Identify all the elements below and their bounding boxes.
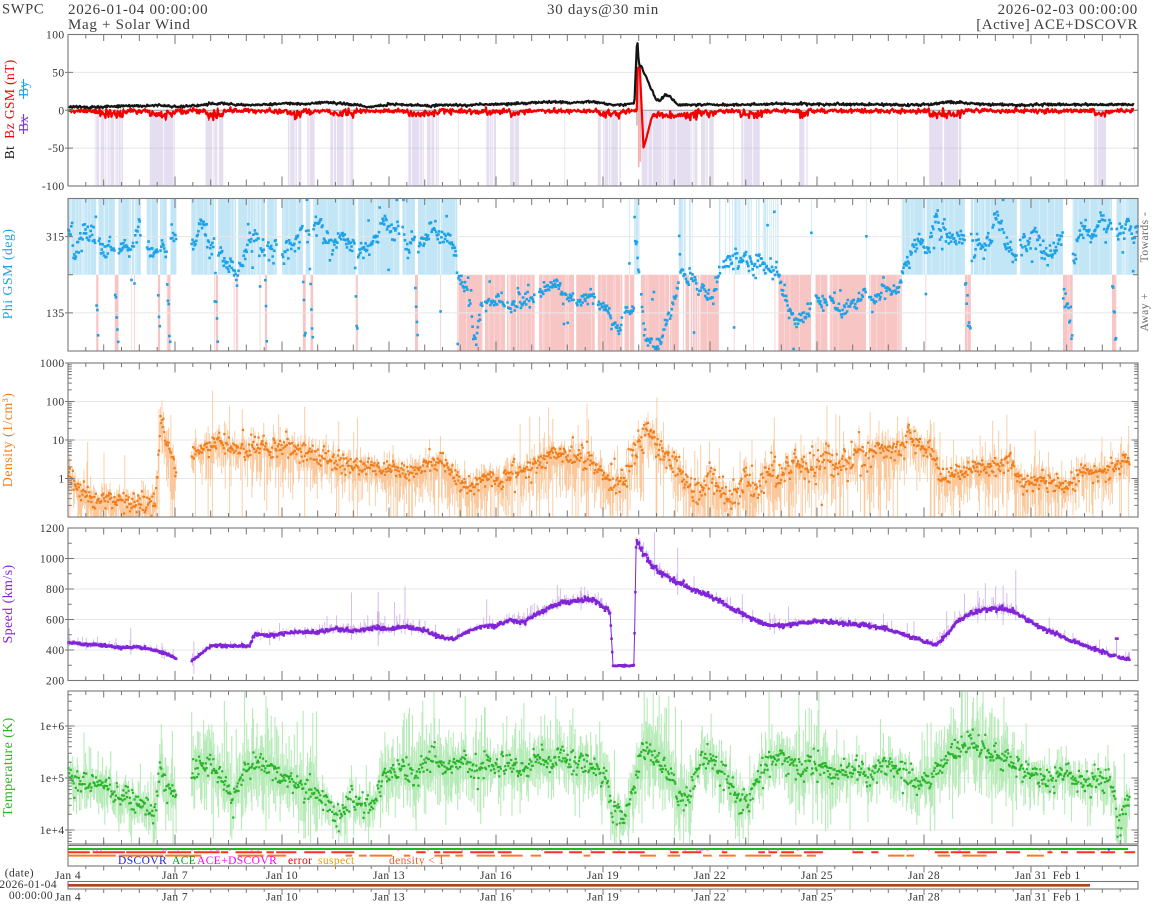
svg-text:density < 1: density < 1 (389, 855, 445, 867)
svg-text:error: error (288, 855, 312, 867)
svg-text:Jan 25: Jan 25 (801, 870, 833, 882)
svg-text:1200: 1200 (40, 523, 65, 535)
svg-text:Bt: Bt (2, 146, 17, 160)
svg-text:Jan 4: Jan 4 (55, 892, 81, 904)
svg-text:Jan 19: Jan 19 (587, 892, 619, 904)
svg-text:Feb 1: Feb 1 (1053, 870, 1081, 882)
svg-text:Jan 16: Jan 16 (480, 870, 512, 882)
svg-text:1e+5: 1e+5 (40, 773, 65, 785)
svg-text:ACE: ACE (172, 855, 196, 867)
svg-text:Jan 10: Jan 10 (266, 870, 298, 882)
svg-text:1000: 1000 (40, 358, 65, 370)
svg-text:1000: 1000 (40, 554, 65, 566)
svg-text:SWPC: SWPC (2, 2, 44, 18)
svg-text:Jan 25: Jan 25 (801, 892, 833, 904)
svg-text:315: 315 (46, 232, 64, 244)
svg-text:Jan 13: Jan 13 (373, 870, 405, 882)
svg-text:Mag + Solar Wind: Mag + Solar Wind (68, 17, 191, 33)
svg-text:200: 200 (46, 676, 64, 688)
svg-text:00:00:00: 00:00:00 (9, 890, 53, 902)
svg-text:600: 600 (46, 615, 64, 627)
svg-text:30 days@30 min: 30 days@30 min (547, 2, 659, 18)
svg-text:1e+6: 1e+6 (40, 721, 65, 733)
svg-text:10: 10 (52, 435, 64, 447)
svg-text:Jan 4: Jan 4 (55, 870, 81, 882)
svg-text:Jan 31: Jan 31 (1015, 892, 1047, 904)
svg-text:ACE+DSCOVR: ACE+DSCOVR (197, 855, 277, 867)
svg-text:Jan 22: Jan 22 (694, 870, 726, 882)
svg-text:0: 0 (58, 105, 64, 117)
svg-text:Towards -: Towards - (1139, 212, 1151, 263)
svg-text:2026-01-04: 2026-01-04 (0, 879, 57, 891)
svg-text:Phi GSM (deg): Phi GSM (deg) (1, 229, 16, 320)
svg-text:suspect: suspect (318, 855, 355, 867)
svg-text:[Active] ACE+DSCOVR: [Active] ACE+DSCOVR (976, 17, 1138, 33)
svg-text:DSCOVR: DSCOVR (118, 855, 167, 867)
svg-text:Jan 22: Jan 22 (694, 892, 726, 904)
svg-text:2026-01-04 00:00:00: 2026-01-04 00:00:00 (68, 2, 208, 18)
svg-text:100: 100 (46, 397, 64, 409)
svg-text:Temperature (K): Temperature (K) (1, 717, 16, 816)
svg-text:Jan 7: Jan 7 (162, 892, 188, 904)
svg-text:Jan 7: Jan 7 (162, 870, 188, 882)
svg-text:Speed (km/s): Speed (km/s) (1, 564, 16, 643)
svg-text:-100: -100 (42, 181, 65, 193)
svg-text:Jan 10: Jan 10 (266, 892, 298, 904)
svg-text:Jan 28: Jan 28 (908, 870, 940, 882)
svg-text:50: 50 (52, 67, 64, 79)
svg-text:(date): (date) (5, 868, 34, 880)
svg-text:-50: -50 (48, 143, 65, 155)
svg-text:1: 1 (58, 474, 64, 486)
svg-text:Feb 1: Feb 1 (1053, 892, 1081, 904)
svg-text:Jan 19: Jan 19 (587, 870, 619, 882)
svg-text:400: 400 (46, 645, 64, 657)
svg-text:800: 800 (46, 584, 64, 596)
svg-text:Jan 31: Jan 31 (1015, 870, 1047, 882)
svg-text:Density (1/cm³): Density (1/cm³) (1, 393, 16, 488)
svg-text:Jan 13: Jan 13 (373, 892, 405, 904)
svg-text:2026-02-03 00:00:00: 2026-02-03 00:00:00 (998, 2, 1138, 18)
svg-text:100: 100 (46, 30, 64, 42)
svg-text:Jan 28: Jan 28 (908, 892, 940, 904)
svg-text:Jan 16: Jan 16 (480, 892, 512, 904)
svg-text:Away +: Away + (1139, 293, 1151, 332)
svg-text:Bz GSM (nT): Bz GSM (nT) (2, 59, 17, 138)
svg-text:135: 135 (46, 308, 64, 320)
svg-text:1e+4: 1e+4 (40, 825, 65, 837)
